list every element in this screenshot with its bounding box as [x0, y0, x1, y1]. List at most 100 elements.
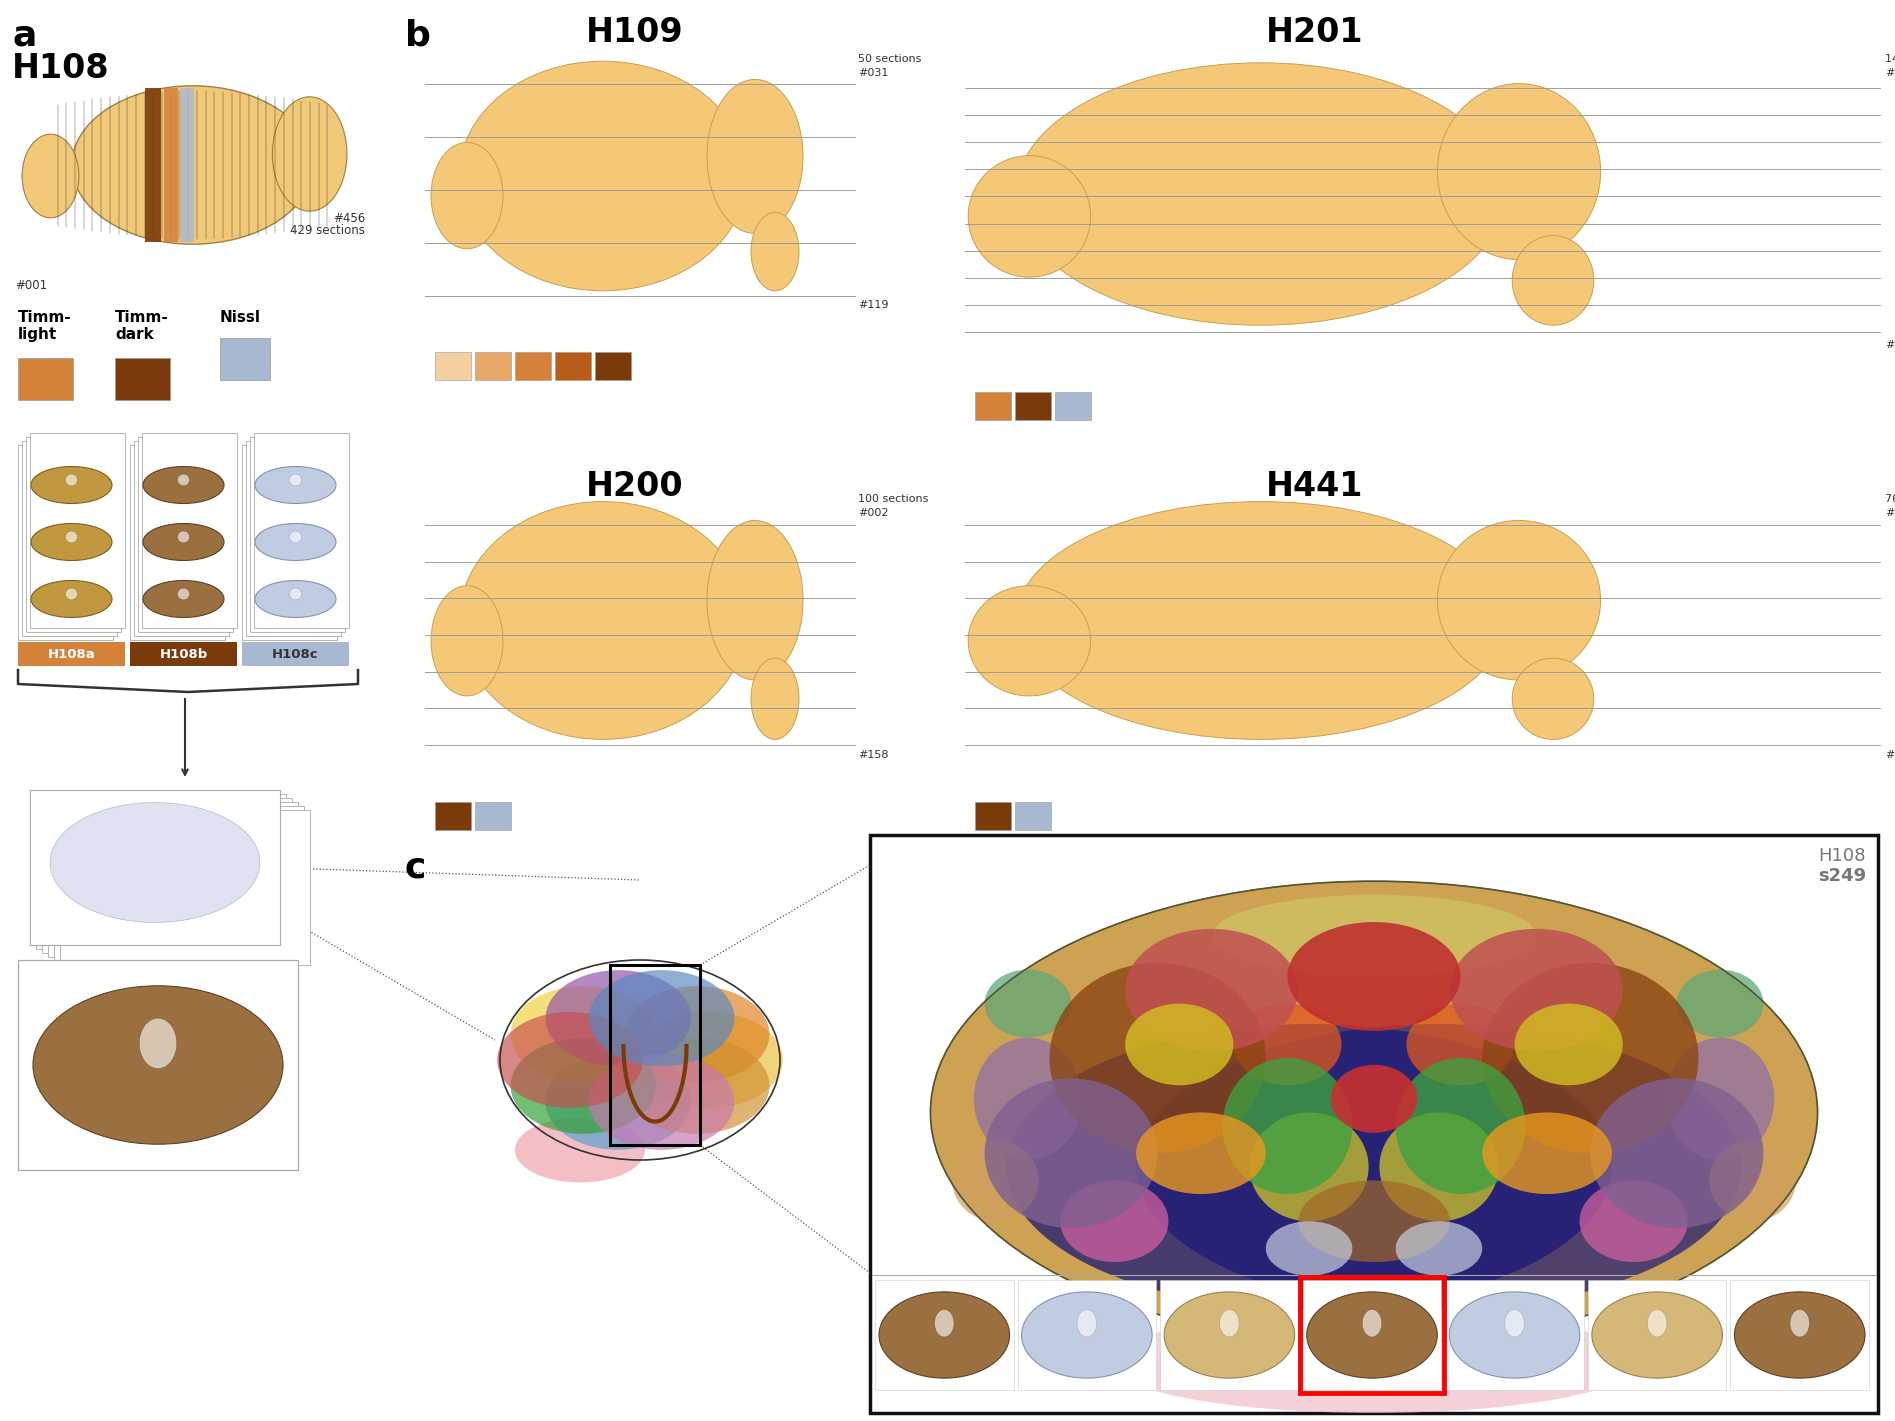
Text: #001: #001 — [15, 279, 47, 291]
Ellipse shape — [49, 803, 260, 922]
Ellipse shape — [1647, 1310, 1668, 1337]
Bar — [30, 433, 125, 628]
Bar — [1018, 1280, 1156, 1390]
Ellipse shape — [1677, 969, 1764, 1037]
Bar — [53, 806, 303, 961]
Bar — [254, 433, 349, 628]
Polygon shape — [165, 88, 178, 242]
Text: H108b: H108b — [159, 648, 208, 661]
Ellipse shape — [72, 85, 313, 244]
Bar — [243, 445, 337, 639]
Ellipse shape — [1450, 929, 1622, 1052]
Text: H108: H108 — [11, 53, 110, 85]
Text: #147: #147 — [1886, 340, 1895, 350]
Ellipse shape — [1438, 84, 1601, 260]
Ellipse shape — [1395, 1059, 1525, 1194]
Bar — [36, 794, 286, 949]
Ellipse shape — [1266, 1221, 1353, 1276]
Bar — [1160, 1280, 1298, 1390]
Ellipse shape — [1512, 236, 1594, 325]
Text: #002: #002 — [858, 507, 889, 519]
Ellipse shape — [510, 1037, 656, 1134]
Ellipse shape — [459, 502, 747, 739]
Bar — [1588, 1280, 1726, 1390]
Ellipse shape — [138, 1019, 176, 1069]
Bar — [1302, 1280, 1442, 1390]
Bar — [1730, 1280, 1868, 1390]
Text: b: b — [406, 18, 430, 53]
Ellipse shape — [951, 1140, 1038, 1221]
Ellipse shape — [1135, 1113, 1266, 1194]
Ellipse shape — [1709, 1140, 1796, 1221]
Ellipse shape — [1395, 1221, 1482, 1276]
Ellipse shape — [1298, 1181, 1450, 1262]
Ellipse shape — [1021, 1292, 1152, 1378]
Ellipse shape — [66, 475, 78, 486]
Text: 142 sections: 142 sections — [1886, 54, 1895, 64]
Bar — [17, 358, 74, 399]
Ellipse shape — [930, 881, 1817, 1344]
Bar — [476, 352, 512, 379]
Text: H108c: H108c — [273, 648, 318, 661]
Ellipse shape — [623, 986, 769, 1083]
Ellipse shape — [32, 986, 282, 1144]
Ellipse shape — [290, 588, 301, 600]
Ellipse shape — [510, 986, 656, 1083]
Ellipse shape — [1126, 929, 1298, 1052]
Text: #001: #001 — [1886, 68, 1895, 78]
Ellipse shape — [1330, 1064, 1417, 1133]
Ellipse shape — [30, 523, 112, 560]
Ellipse shape — [1482, 963, 1698, 1154]
Ellipse shape — [290, 475, 301, 486]
Ellipse shape — [142, 466, 224, 503]
Bar — [1056, 392, 1092, 421]
Ellipse shape — [1109, 1312, 1639, 1412]
Ellipse shape — [1512, 658, 1594, 739]
Bar — [875, 1280, 1014, 1390]
Ellipse shape — [430, 585, 502, 696]
Ellipse shape — [256, 523, 335, 560]
Ellipse shape — [1363, 1310, 1381, 1337]
Ellipse shape — [1592, 1292, 1723, 1378]
Ellipse shape — [290, 531, 301, 543]
Ellipse shape — [66, 588, 78, 600]
Bar — [142, 433, 237, 628]
Bar — [870, 836, 1878, 1412]
Polygon shape — [180, 88, 193, 242]
Text: #119: #119 — [858, 300, 889, 310]
Ellipse shape — [985, 969, 1071, 1037]
Ellipse shape — [546, 971, 692, 1066]
Bar — [250, 438, 345, 632]
Text: s249: s249 — [1817, 867, 1867, 885]
Bar — [1016, 801, 1052, 830]
Ellipse shape — [707, 80, 803, 233]
Ellipse shape — [1006, 1025, 1613, 1310]
Ellipse shape — [1734, 1292, 1865, 1378]
Ellipse shape — [707, 520, 803, 681]
Bar — [17, 961, 298, 1169]
Bar — [243, 642, 349, 666]
Ellipse shape — [968, 585, 1092, 696]
Ellipse shape — [1249, 1113, 1368, 1221]
Text: H109: H109 — [586, 16, 684, 48]
Text: Timm-
dark: Timm- dark — [116, 310, 169, 342]
Ellipse shape — [256, 466, 335, 503]
Ellipse shape — [256, 581, 335, 618]
Bar — [436, 801, 472, 830]
Bar — [138, 438, 233, 632]
Ellipse shape — [1016, 63, 1505, 325]
Bar — [27, 438, 121, 632]
Ellipse shape — [515, 1117, 644, 1182]
Ellipse shape — [1222, 1059, 1353, 1194]
Ellipse shape — [1220, 1310, 1239, 1337]
Text: 429 sections: 429 sections — [290, 225, 366, 237]
Ellipse shape — [1061, 1181, 1169, 1262]
Text: H441: H441 — [1266, 470, 1364, 503]
Ellipse shape — [750, 212, 800, 291]
Ellipse shape — [66, 531, 78, 543]
Ellipse shape — [178, 531, 190, 543]
Ellipse shape — [496, 1012, 642, 1108]
Ellipse shape — [1308, 1292, 1436, 1378]
Ellipse shape — [589, 1054, 735, 1150]
Ellipse shape — [879, 1292, 1010, 1378]
